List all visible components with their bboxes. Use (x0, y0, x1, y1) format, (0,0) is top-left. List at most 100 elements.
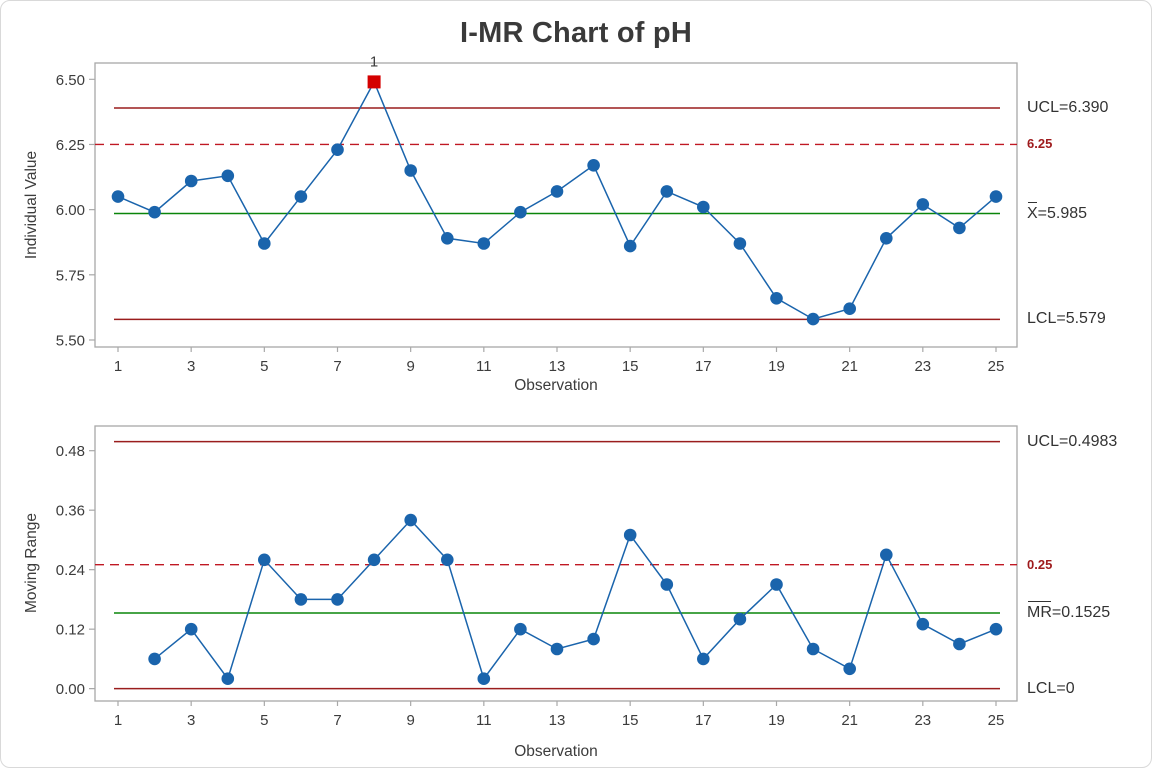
plot-border (94, 425, 1018, 702)
ooc-point[interactable] (367, 75, 381, 89)
x-tick-label: 13 (549, 712, 566, 729)
x-tick-label: 7 (333, 358, 341, 375)
y-tick-label: 5.75 (56, 267, 85, 284)
data-point[interactable] (843, 662, 856, 676)
x-tick-label: 19 (768, 358, 785, 375)
x-tick-label: 1 (114, 712, 122, 729)
x-tick-label: 25 (988, 712, 1005, 729)
data-point[interactable] (258, 237, 271, 250)
x-tick-label: 17 (695, 358, 712, 375)
x-tick-label: 9 (407, 712, 415, 729)
x-tick-label: 5 (260, 712, 268, 729)
x-tick-label: 11 (476, 712, 492, 729)
y-tick-label: 5.50 (56, 333, 85, 350)
x-tick-label: 25 (988, 358, 1005, 375)
y-tick-label: 0.12 (56, 622, 85, 639)
data-point[interactable] (880, 548, 893, 562)
data-point[interactable] (148, 652, 161, 666)
data-point[interactable] (148, 205, 161, 219)
data-point[interactable] (989, 622, 1003, 636)
x-tick-label: 21 (841, 712, 858, 729)
center-line-label: MR=0.1525 (1027, 601, 1151, 624)
chart-title: I-MR Chart of pH (460, 17, 692, 49)
data-point[interactable] (441, 553, 454, 567)
x-tick-label: 15 (622, 358, 639, 375)
plot-border (94, 62, 1018, 348)
data-point[interactable] (514, 205, 527, 219)
series-line (117, 80, 997, 320)
spec-value-label: 0.25 (1027, 556, 1053, 572)
x-tick-label: 1 (114, 358, 122, 375)
moving-range-chart: 1 3 5 7 9 11 13 15 17 19 21 23 250.480.360.240.120.0… (56, 425, 1018, 729)
y-tick-label: 0.48 (56, 443, 85, 460)
y-tick-label: 0.36 (56, 503, 85, 520)
x-tick-label: 13 (549, 358, 566, 375)
data-point[interactable] (550, 642, 564, 656)
y-tick-label: 6.50 (56, 72, 85, 89)
data-point[interactable] (953, 637, 966, 651)
spec-value-label: 6.25 (1027, 136, 1053, 152)
data-point[interactable] (587, 159, 600, 172)
ooc-flag-label: 1 (370, 54, 378, 71)
x-tick-label: 23 (914, 358, 931, 375)
data-point[interactable] (989, 190, 1003, 203)
data-point[interactable] (184, 174, 198, 188)
x-tick-label: 19 (768, 712, 785, 729)
x-tick-label: 9 (407, 358, 415, 375)
data-point[interactable] (258, 553, 271, 567)
data-point[interactable] (660, 578, 674, 591)
data-point[interactable] (477, 237, 491, 250)
data-point[interactable] (806, 312, 820, 326)
data-point[interactable] (111, 190, 125, 203)
data-point[interactable] (916, 198, 930, 211)
x-tick-label: 15 (622, 712, 639, 729)
data-point[interactable] (770, 292, 783, 305)
data-point[interactable] (697, 200, 710, 214)
data-point[interactable] (916, 617, 930, 631)
data-point[interactable] (733, 612, 747, 626)
x-tick-label: 17 (695, 712, 712, 729)
data-point[interactable] (843, 302, 856, 316)
center-line-label: X=5.985 (1027, 201, 1151, 225)
x-tick-label: 21 (841, 358, 858, 375)
data-point[interactable] (441, 232, 454, 245)
lcl-label: LCL=0 (1027, 679, 1075, 697)
data-point[interactable] (733, 237, 747, 250)
data-point[interactable] (221, 169, 235, 183)
data-point[interactable] (404, 164, 418, 177)
y-tick-label: 0.24 (56, 562, 85, 579)
data-point[interactable] (587, 632, 600, 646)
data-point[interactable] (294, 593, 308, 606)
x-tick-label: 11 (476, 358, 492, 375)
data-point[interactable] (367, 553, 381, 567)
x-tick-label: 23 (914, 712, 931, 729)
y-tick-label: 6.25 (56, 137, 85, 154)
x-tick-label: 7 (333, 712, 341, 729)
data-point[interactable] (477, 672, 491, 685)
ucl-label: UCL=0.4983 (1027, 432, 1118, 450)
y-tick-label: 0.00 (56, 681, 85, 698)
x-axis-title-observation-bottom: Observation (514, 743, 598, 760)
data-point[interactable] (660, 185, 674, 198)
data-point[interactable] (770, 578, 783, 591)
series-line (154, 518, 997, 681)
data-point[interactable] (184, 622, 198, 636)
data-point[interactable] (331, 143, 344, 156)
data-point[interactable] (623, 528, 637, 542)
ucl-label: UCL=6.390 (1027, 98, 1109, 116)
data-point[interactable] (221, 672, 235, 685)
data-point[interactable] (806, 642, 820, 656)
data-point[interactable] (953, 221, 966, 235)
data-point[interactable] (623, 239, 637, 253)
x-tick-label: 3 (187, 358, 195, 375)
data-point[interactable] (880, 232, 893, 245)
data-point[interactable] (331, 593, 344, 606)
data-point[interactable] (550, 185, 564, 198)
lcl-label: LCL=5.579 (1027, 310, 1106, 328)
data-point[interactable] (697, 652, 710, 666)
data-point[interactable] (404, 513, 418, 527)
data-point[interactable] (514, 622, 527, 636)
data-point[interactable] (294, 190, 308, 203)
x-tick-label: 3 (187, 712, 195, 729)
